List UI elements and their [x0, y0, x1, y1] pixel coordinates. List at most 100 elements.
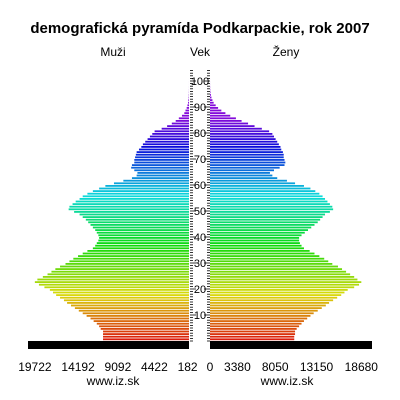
- male-tick-label-0: 19722: [18, 360, 52, 374]
- male-bar-age-68: [134, 161, 189, 164]
- male-bar-age-90: [187, 104, 189, 107]
- female-bar-age-83: [210, 122, 249, 125]
- male-bar-age-3: [103, 330, 189, 333]
- male-bar-age-88: [185, 109, 189, 112]
- male-bar-age-50: [68, 208, 189, 211]
- female-bar-age-62: [210, 177, 278, 179]
- female-bar-age-63: [210, 174, 273, 177]
- male-bar-age-59: [105, 185, 189, 187]
- left-source-label: www.iz.sk: [86, 374, 141, 388]
- female-bar-age-25: [210, 273, 351, 276]
- female-bar-age-90: [210, 104, 216, 107]
- male-bar-age-54: [79, 198, 189, 200]
- female-bar-age-12: [210, 307, 322, 309]
- female-bar-age-69: [210, 159, 285, 161]
- left-series-label: Muži: [100, 45, 125, 59]
- male-bar-age-41: [96, 231, 189, 234]
- female-bar-age-52: [210, 203, 330, 205]
- female-bar-age-35: [210, 247, 304, 250]
- male-bar-age-47: [82, 216, 189, 218]
- female-bar-age-67: [210, 164, 285, 166]
- male-bar-age-4: [100, 328, 189, 330]
- female-bar-age-43: [210, 226, 312, 229]
- male-bar-age-78: [149, 135, 189, 138]
- male-tick-label-2: 9092: [105, 360, 132, 374]
- male-bar-age-24: [42, 276, 189, 278]
- female-bar-age-40: [210, 234, 302, 237]
- female-tick-label-4: 18680: [345, 360, 379, 374]
- female-bar-age-88: [210, 109, 222, 112]
- male-bar-age-40: [98, 234, 189, 237]
- female-bar-age-58: [210, 187, 311, 190]
- female-bar-age-11: [210, 309, 318, 312]
- female-bar-age-84: [210, 120, 242, 122]
- male-bar-age-11: [78, 309, 189, 312]
- female-bar-age-44: [210, 224, 315, 226]
- male-bar-age-72: [136, 151, 189, 153]
- male-bars: [34, 78, 190, 341]
- male-bar-age-66: [131, 166, 189, 169]
- male-bar-age-63: [136, 174, 189, 177]
- male-bar-age-30: [69, 260, 189, 263]
- female-tick-label-3: 13150: [300, 360, 334, 374]
- male-bar-age-52: [72, 203, 189, 205]
- male-bar-age-12: [74, 307, 189, 309]
- male-bar-age-91: [188, 101, 189, 104]
- female-bars: [210, 78, 362, 341]
- male-bar-age-70: [135, 156, 189, 159]
- female-bar-age-20: [210, 286, 355, 289]
- female-bar-age-70: [210, 156, 284, 159]
- female-bar-age-39: [210, 237, 300, 239]
- female-bar-age-87: [210, 112, 226, 114]
- male-bar-age-20: [44, 286, 189, 289]
- female-bar-age-75: [210, 143, 279, 146]
- female-bar-age-24: [210, 276, 355, 278]
- male-bar-age-27: [55, 268, 189, 270]
- male-bar-age-86: [181, 114, 189, 117]
- female-bar-age-22: [210, 281, 362, 283]
- age-tick-label-30: 30: [194, 258, 206, 270]
- male-bar-age-25: [47, 273, 189, 276]
- female-bar-age-2: [210, 333, 296, 335]
- age-axis: 10 20 30 40 50 60 70 80 90 100: [190, 70, 210, 342]
- female-bar-age-57: [210, 190, 316, 192]
- female-bar-age-48: [210, 213, 326, 216]
- female-bar-age-29: [210, 263, 333, 265]
- female-bar-age-51: [210, 205, 333, 208]
- male-bar-age-2: [103, 333, 189, 335]
- male-tick-label-3: 4422: [141, 360, 168, 374]
- male-bar-age-23: [37, 278, 189, 281]
- female-bar-age-85: [210, 117, 236, 120]
- male-bar-age-37: [96, 242, 189, 244]
- male-bar-age-16: [60, 296, 189, 299]
- male-bar-age-39: [99, 237, 189, 239]
- female-bar-age-71: [210, 153, 284, 156]
- age-tick-label-10: 10: [194, 310, 206, 322]
- female-bar-age-93: [210, 96, 212, 99]
- female-bar-age-14: [210, 302, 330, 304]
- female-bar-age-89: [210, 107, 219, 109]
- female-bar-age-33: [210, 252, 315, 255]
- female-bar-age-5: [210, 325, 300, 328]
- male-baseline-bar: [28, 341, 189, 349]
- male-bar-age-32: [78, 255, 189, 257]
- center-axis-label: Vek: [190, 45, 211, 59]
- male-bar-age-7: [93, 320, 189, 322]
- female-bar-age-73: [210, 148, 282, 151]
- female-bar-age-76: [210, 140, 278, 143]
- male-bar-age-1: [103, 335, 189, 338]
- female-bar-age-60: [210, 182, 296, 185]
- female-bar-age-19: [210, 289, 348, 291]
- age-tick-label-50: 50: [194, 206, 206, 218]
- female-bar-age-91: [210, 101, 214, 104]
- female-bar-age-28: [210, 265, 338, 268]
- age-tick-label-40: 40: [194, 232, 206, 244]
- female-bar-age-50: [210, 208, 334, 211]
- female-bar-age-7: [210, 320, 304, 322]
- male-bar-age-53: [75, 200, 189, 203]
- male-bar-age-75: [142, 143, 189, 146]
- female-bar-age-80: [210, 130, 270, 133]
- male-bar-age-45: [88, 221, 189, 224]
- age-tick-label-70: 70: [194, 154, 206, 166]
